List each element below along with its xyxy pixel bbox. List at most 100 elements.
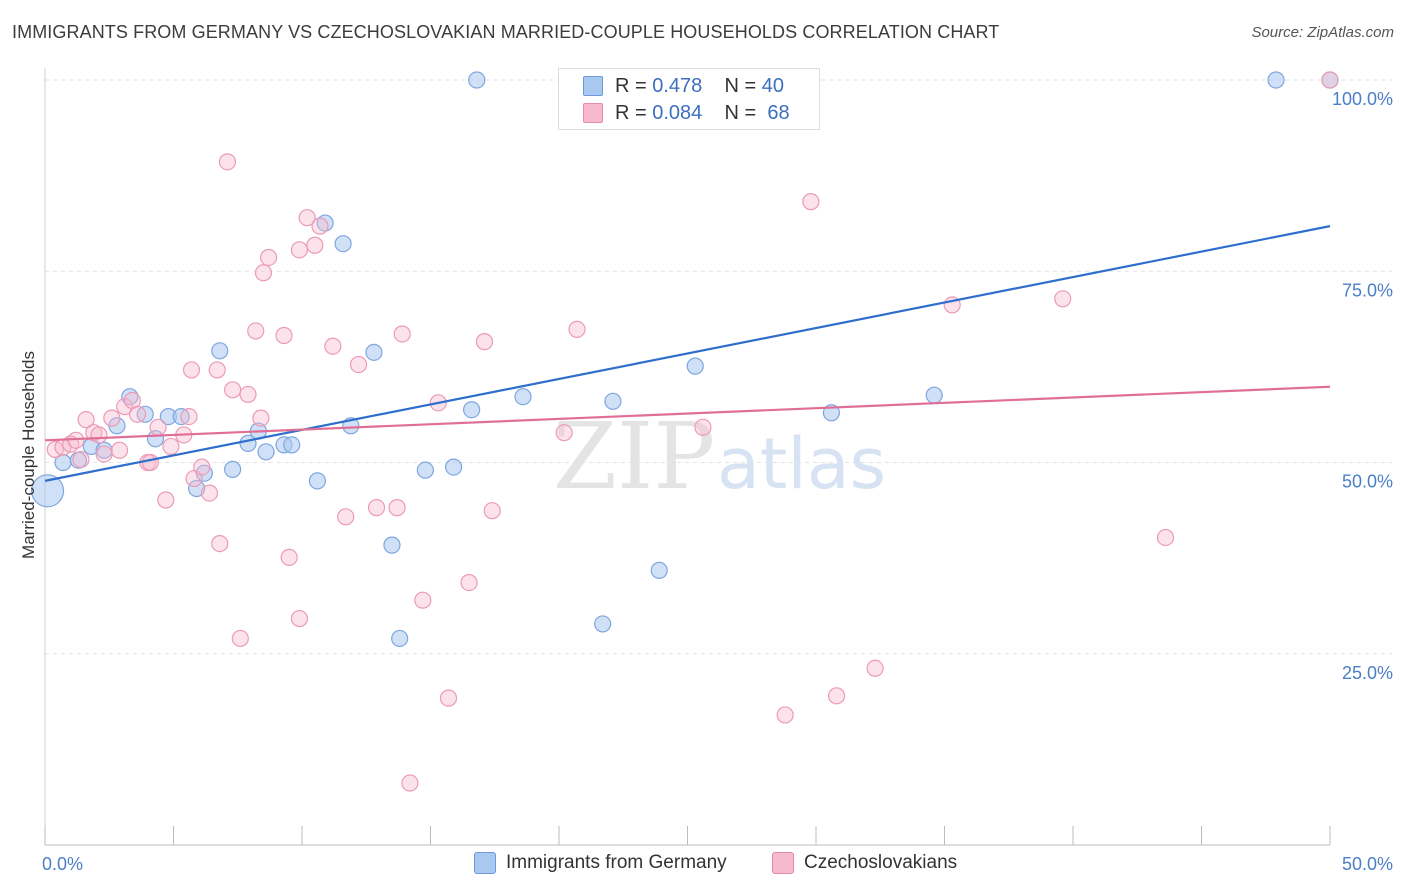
r-label: R = xyxy=(615,101,647,124)
point-czech xyxy=(128,405,147,423)
trend-line-czech xyxy=(44,385,1331,442)
point-czech xyxy=(475,333,494,351)
point-germany xyxy=(30,474,65,508)
n-label: N = xyxy=(724,101,757,124)
point-czech xyxy=(141,453,159,472)
point-germany xyxy=(604,392,622,410)
point-czech xyxy=(460,574,478,592)
point-czech xyxy=(77,411,95,429)
point-czech xyxy=(239,385,257,404)
point-czech xyxy=(306,236,324,254)
trend-lines xyxy=(44,225,1331,482)
stats-text-czech: R = 0.084 N = 68 xyxy=(615,102,790,125)
point-czech xyxy=(103,409,121,427)
point-germany xyxy=(188,479,206,498)
point-czech xyxy=(211,534,229,553)
y-tick-label: 25.0% xyxy=(1342,663,1393,683)
point-czech xyxy=(259,248,278,267)
point-czech xyxy=(254,264,273,282)
point-czech xyxy=(218,153,237,171)
point-czech xyxy=(193,458,211,476)
n-value: 68 xyxy=(767,101,790,124)
watermark: ZIP atlas xyxy=(553,403,886,510)
point-czech xyxy=(776,706,794,724)
point-czech xyxy=(311,217,329,235)
point-germany xyxy=(283,436,301,454)
point-czech xyxy=(1054,290,1072,308)
point-germany xyxy=(445,458,463,476)
point-czech xyxy=(388,499,406,517)
point-germany xyxy=(308,472,327,490)
point-czech xyxy=(298,209,316,227)
point-germany xyxy=(416,461,434,479)
point-czech xyxy=(555,424,573,442)
point-czech xyxy=(1321,71,1339,89)
point-czech xyxy=(162,437,180,456)
watermark-zip: ZIP xyxy=(553,403,715,510)
point-germany xyxy=(594,615,612,633)
stats-text-germany: R = 0.478 N = 40 xyxy=(615,75,784,98)
n-value: 40 xyxy=(761,74,785,97)
x-tick-label: 50.0% xyxy=(1342,854,1393,874)
point-czech xyxy=(200,484,219,502)
point-czech xyxy=(439,689,458,707)
point-czech xyxy=(182,361,201,379)
point-czech xyxy=(393,325,411,343)
point-germany xyxy=(391,629,409,648)
point-czech xyxy=(149,418,167,436)
r-label: R = xyxy=(615,74,647,97)
point-czech xyxy=(827,687,846,705)
legend-label-germany: Immigrants from Germany xyxy=(506,852,727,873)
y-tick-label: 100.0% xyxy=(1332,89,1393,109)
point-czech xyxy=(349,355,368,374)
point-czech xyxy=(208,361,226,379)
point-czech xyxy=(866,659,884,677)
point-czech xyxy=(275,326,293,345)
stats-legend: R = 0.478 N = 40 R = 0.084 N = 68 xyxy=(558,68,820,130)
point-czech xyxy=(290,241,309,259)
legend-label-czech: Czechoslovakians xyxy=(804,852,958,873)
point-czech xyxy=(72,450,90,469)
y-tick-label: 50.0% xyxy=(1342,472,1393,492)
point-czech xyxy=(694,418,712,436)
watermark-atlas: atlas xyxy=(717,423,886,505)
point-germany xyxy=(463,401,481,419)
point-germany xyxy=(224,460,242,478)
point-czech xyxy=(231,629,249,648)
axes xyxy=(44,68,1331,846)
point-germany xyxy=(257,443,275,461)
point-czech xyxy=(367,499,386,517)
point-czech xyxy=(157,491,175,509)
y-tick-label: 75.0% xyxy=(1342,280,1393,300)
point-germany xyxy=(1267,71,1285,89)
point-czech xyxy=(280,548,298,566)
point-czech xyxy=(95,445,113,463)
grid xyxy=(45,79,1392,655)
point-germany xyxy=(383,536,401,554)
point-czech xyxy=(247,322,265,340)
point-czech xyxy=(90,426,108,444)
point-germany xyxy=(334,235,352,253)
point-czech xyxy=(483,502,501,520)
point-germany xyxy=(650,561,668,579)
point-germany xyxy=(468,71,486,89)
legend-swatch-germany xyxy=(583,76,603,96)
point-germany xyxy=(316,214,334,232)
point-czech xyxy=(224,381,242,399)
point-czech xyxy=(1156,528,1175,547)
n-label: N = xyxy=(724,74,757,97)
legend-swatch-czech xyxy=(583,103,603,123)
point-czech xyxy=(180,408,198,426)
point-czech xyxy=(802,193,820,211)
point-czech xyxy=(290,609,309,628)
point-czech xyxy=(337,508,355,526)
point-germany xyxy=(514,388,532,406)
legend-swatch-germany-bottom xyxy=(474,852,496,874)
r-value: 0.084 xyxy=(652,101,703,124)
chart-title: IMMIGRANTS FROM GERMANY VS CZECHOSLOVAKI… xyxy=(12,22,1000,42)
source-label: Source: ZipAtlas.com xyxy=(1251,24,1394,41)
point-germany xyxy=(686,357,704,375)
point-czech xyxy=(252,409,270,427)
y-axis-label: Married-couple Households xyxy=(19,351,38,559)
